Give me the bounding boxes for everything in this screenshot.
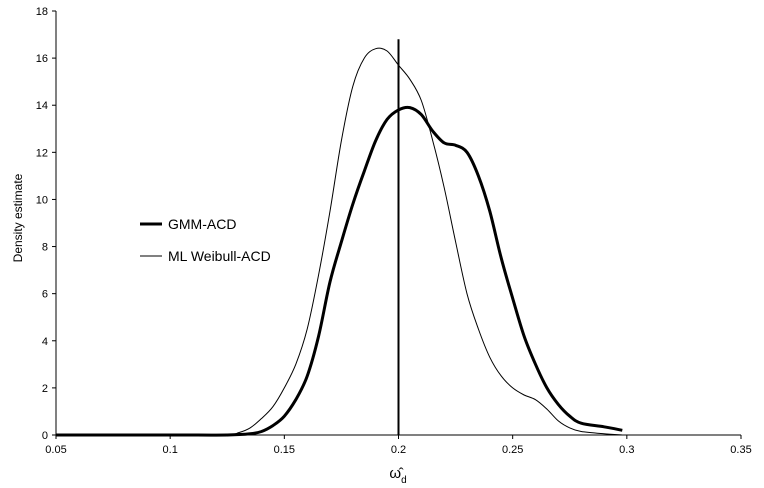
x-axis-label-symbol: ω̂ xyxy=(389,465,404,482)
series-layer xyxy=(55,39,623,437)
x-tick-label: 0.1 xyxy=(163,444,178,456)
y-tick-label: 4 xyxy=(42,336,48,348)
x-axis-label-subscript: d xyxy=(401,475,407,486)
x-tick-label: 0.15 xyxy=(274,444,295,456)
y-tick-label: 16 xyxy=(36,53,48,65)
y-axis-label: Density estimate xyxy=(11,173,25,262)
legend-label-gmm-acd: GMM-ACD xyxy=(168,216,236,232)
legend-label-ml-weibull-acd: ML Weibull-ACD xyxy=(168,248,271,264)
y-tick-label: 2 xyxy=(42,383,48,395)
series-line-gmm-acd xyxy=(56,105,623,437)
series-line-ml-weibull-acd xyxy=(55,47,623,436)
y-tick-label: 12 xyxy=(36,147,48,159)
x-tick-label: 0.3 xyxy=(619,444,634,456)
y-tick-label: 8 xyxy=(42,242,48,254)
x-tick-label: 0.35 xyxy=(730,444,751,456)
y-axis-ticks: 0 2 4 6 8 10 12 14 16 18 xyxy=(36,6,56,442)
x-tick-label: 0.05 xyxy=(45,444,66,456)
x-axis-ticks: 0.05 0.1 0.15 0.2 0.25 0.3 0.35 xyxy=(45,435,752,456)
legend: GMM-ACD ML Weibull-ACD xyxy=(140,216,271,264)
x-axis-label: ω̂d xyxy=(389,465,406,486)
y-tick-label: 0 xyxy=(42,430,48,442)
y-tick-label: 6 xyxy=(42,289,48,301)
y-tick-label: 14 xyxy=(36,100,48,112)
y-tick-label: 10 xyxy=(36,194,48,206)
y-tick-label: 18 xyxy=(36,6,48,18)
x-tick-label: 0.2 xyxy=(391,444,406,456)
x-tick-label: 0.25 xyxy=(502,444,523,456)
